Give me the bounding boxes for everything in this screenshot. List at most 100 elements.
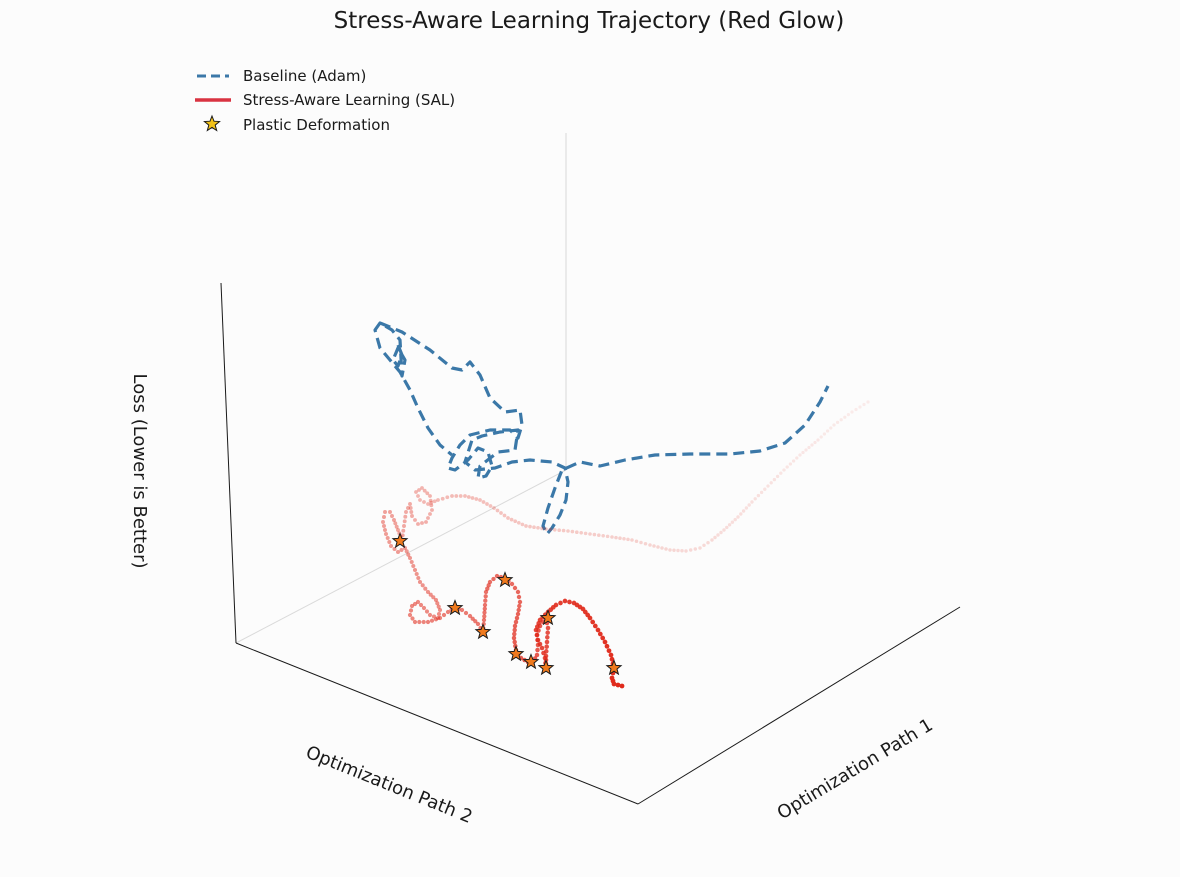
- sal-point: [656, 545, 660, 549]
- sal-point: [412, 601, 418, 607]
- sal-point: [676, 548, 680, 553]
- sal-point: [664, 547, 668, 551]
- sal-point: [412, 619, 418, 625]
- sal-point: [747, 503, 751, 507]
- sal-point: [402, 519, 407, 524]
- sal-point: [544, 639, 550, 645]
- sal-point: [810, 443, 814, 447]
- sal-point: [744, 506, 749, 510]
- sal-point: [458, 494, 463, 498]
- sal-point: [763, 487, 767, 491]
- sal-point: [535, 637, 541, 643]
- sal-point: [727, 523, 732, 527]
- sal-point: [567, 599, 572, 605]
- sal-point: [383, 510, 387, 514]
- sal-point: [756, 493, 761, 498]
- sal-point: [512, 623, 518, 629]
- sal-point: [394, 524, 399, 529]
- sal-point: [409, 559, 414, 565]
- sal-point: [545, 635, 550, 640]
- sal-point: [858, 405, 862, 409]
- sal-point: [426, 516, 430, 520]
- y-axis-label: Optimization Path 2: [303, 742, 476, 828]
- sal-point: [713, 535, 717, 540]
- sal-point: [730, 520, 735, 524]
- sal-point: [702, 543, 706, 548]
- sal-point: [835, 420, 840, 425]
- sal-point: [610, 535, 614, 539]
- sal-point: [515, 589, 521, 595]
- sal-point: [524, 524, 528, 528]
- sal-point: [515, 611, 521, 617]
- sal-point: [698, 546, 702, 550]
- sal-point: [414, 571, 419, 577]
- sal-point: [494, 573, 500, 579]
- legend-label: Baseline (Adam): [243, 67, 366, 85]
- sal-point: [495, 508, 500, 513]
- sal-point: [410, 514, 414, 518]
- sal-point: [425, 589, 431, 595]
- sal-point: [428, 512, 432, 516]
- plastic-deformation-star: [391, 532, 409, 549]
- sal-point: [435, 601, 440, 606]
- sal-point: [795, 456, 799, 460]
- sal-point: [604, 643, 610, 649]
- sal-point: [513, 619, 519, 625]
- sal-point: [588, 532, 592, 536]
- sal-point: [408, 506, 413, 510]
- plastic-deformation-star: [507, 645, 525, 662]
- legend-label: Plastic Deformation: [243, 116, 390, 134]
- sal-point: [725, 525, 729, 530]
- sal-point: [595, 627, 601, 633]
- star-icon: [203, 114, 221, 132]
- sal-point: [693, 547, 698, 551]
- sal-point: [672, 548, 676, 553]
- sal-point: [466, 495, 471, 499]
- sal-point: [414, 490, 418, 494]
- sal-point: [384, 532, 388, 536]
- sal-point: [619, 683, 625, 689]
- sal-point: [415, 599, 421, 605]
- sal-point: [866, 400, 870, 404]
- sal-point: [514, 615, 520, 621]
- sal-point: [429, 503, 434, 508]
- sal-point: [536, 525, 540, 530]
- sal-point: [566, 529, 570, 533]
- sal-point: [541, 650, 546, 656]
- plastic-deformation-star: [537, 659, 555, 676]
- sal-point: [420, 583, 425, 588]
- sal-point: [590, 619, 596, 625]
- sal-point: [684, 549, 688, 553]
- sal-point: [382, 515, 386, 519]
- sal-point: [463, 494, 467, 498]
- sal-point: [436, 498, 440, 502]
- sal-point: [416, 494, 420, 498]
- sal-point: [408, 502, 412, 506]
- sal-point: [420, 521, 424, 525]
- plastic-deformation-star: [605, 659, 623, 676]
- sal-point: [648, 543, 652, 547]
- sal-point: [801, 450, 805, 455]
- sal-point: [513, 519, 518, 524]
- baseline-trajectory-branch: [373, 321, 454, 457]
- sal-point: [545, 625, 551, 631]
- sal-point: [428, 494, 432, 498]
- sal-point: [395, 549, 401, 555]
- sal-point: [433, 597, 439, 603]
- sal-point: [516, 520, 521, 525]
- sal-point: [512, 585, 518, 591]
- sal-point: [403, 514, 408, 519]
- sal-point: [614, 535, 618, 540]
- sal-point: [736, 515, 740, 519]
- sal-point: [406, 552, 411, 557]
- sal-point: [430, 508, 434, 512]
- sal-point: [481, 617, 487, 623]
- sal-point: [407, 555, 413, 561]
- sal-point: [502, 513, 507, 518]
- sal-point: [404, 510, 408, 514]
- sal-point: [421, 605, 427, 611]
- sal-point: [782, 468, 786, 472]
- sal-point: [634, 539, 639, 544]
- sal-point: [759, 490, 764, 495]
- sal-point: [832, 423, 836, 427]
